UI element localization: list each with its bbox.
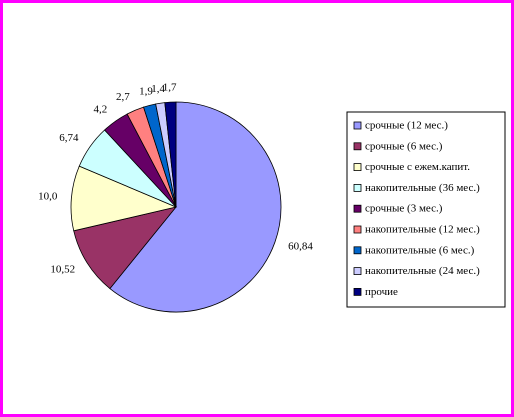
legend-label: накопительные (6 мес.) <box>365 244 475 256</box>
legend-swatch <box>353 163 362 172</box>
legend-label: накопительные (12 мес.) <box>365 224 480 236</box>
pie-slice <box>109 101 282 313</box>
legend-label: срочные (3 мес.) <box>365 203 443 215</box>
data-label: 60,84 <box>288 240 313 252</box>
legend-box <box>346 111 506 308</box>
data-label: 4,2 <box>94 103 108 115</box>
legend-label: накопительные (24 мес.) <box>365 265 480 277</box>
data-label: 1,7 <box>163 82 177 94</box>
pie-slice <box>164 101 177 208</box>
legend-label: срочные (6 мес.) <box>365 140 443 152</box>
legend-swatch <box>353 225 362 234</box>
legend-swatch <box>353 246 362 255</box>
data-label: 10,0 <box>38 190 58 202</box>
legend-label: срочные с ежем.капит. <box>365 161 470 173</box>
data-label: 2,7 <box>116 91 130 103</box>
data-label: 1,9 <box>139 85 153 97</box>
data-label: 6,74 <box>59 132 79 144</box>
legend-label: прочие <box>365 286 398 298</box>
legend-label: срочные (12 мес.) <box>365 120 448 132</box>
legend-swatch <box>353 204 362 213</box>
legend-swatch <box>353 183 362 192</box>
pie-slice <box>73 206 178 290</box>
legend-swatch <box>353 121 362 130</box>
data-label: 10,52 <box>50 264 75 276</box>
legend-swatch <box>353 267 362 276</box>
data-label: 1,4 <box>151 83 165 95</box>
legend-label: накопительные (36 мес.) <box>365 182 480 194</box>
legend-swatch <box>353 142 362 151</box>
legend-swatch <box>353 287 362 296</box>
